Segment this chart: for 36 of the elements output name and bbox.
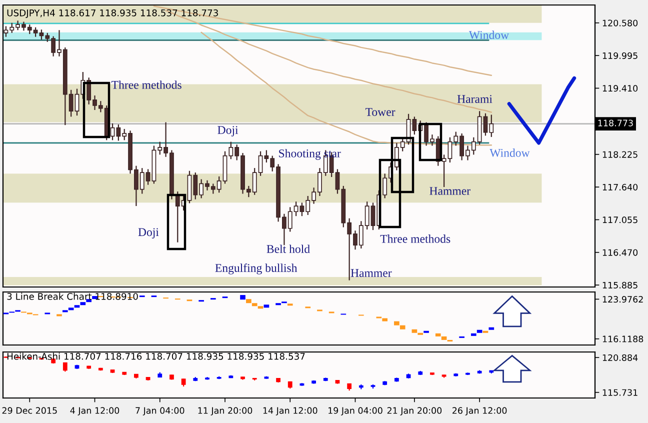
annotation: Doji bbox=[138, 228, 159, 238]
y-tick-label: 116.470 bbox=[602, 249, 638, 256]
chart-title: USDJPY,H4 118.617 118.935 118.537 118.773 bbox=[7, 9, 218, 18]
annotation: Three methods bbox=[380, 234, 450, 243]
x-tick-label: 14 Jan 12:00 bbox=[263, 407, 318, 416]
y-tick-label: 123.9762 bbox=[602, 296, 643, 303]
y-tick-label: 117.640 bbox=[602, 184, 638, 190]
annotation: Tower bbox=[366, 108, 396, 116]
chart-title: Heiken-Ashi 118.707 118.716 118.707 118.935 118.935 118.537 bbox=[7, 352, 305, 360]
annotation: Three methods bbox=[112, 80, 182, 89]
y-tick-label: 115.885 bbox=[602, 282, 638, 288]
annotation: Belt hold bbox=[266, 244, 310, 254]
y-tick-label: 117.055 bbox=[602, 216, 638, 224]
annotation: Hammer bbox=[430, 187, 470, 195]
y-tick-label: 119.410 bbox=[602, 85, 638, 92]
x-tick-label: 7 Jan 04:00 bbox=[136, 407, 184, 416]
chart-title: 3 Line Break Chart 118.8910 bbox=[7, 292, 138, 300]
y-tick-label: 119.995 bbox=[602, 52, 638, 59]
annotation: Hammer bbox=[350, 269, 392, 277]
y-tick-label: 120.580 bbox=[602, 20, 638, 26]
x-tick-label: 29 Dec 2015 bbox=[2, 407, 57, 414]
y-tick-label: 116.1188 bbox=[602, 336, 644, 342]
y-tick-label: 118.225 bbox=[602, 151, 638, 158]
annotation: Harami bbox=[457, 95, 492, 103]
x-tick-label: 21 Jan 20:00 bbox=[387, 407, 442, 416]
annotation: Engulfing bullish bbox=[215, 264, 298, 274]
x-tick-label: 19 Jan 04:00 bbox=[328, 407, 382, 416]
ref-line-label: 118.773 bbox=[598, 120, 633, 126]
x-tick-label: 26 Jan 12:00 bbox=[452, 407, 507, 416]
annotation: Doji bbox=[218, 126, 238, 136]
y-tick-label: 120.884 bbox=[602, 354, 638, 361]
x-tick-label: 4 Jan 12:00 bbox=[70, 407, 120, 416]
x-tick-label: 11 Jan 20:00 bbox=[198, 407, 252, 416]
y-tick-label: 115.731 bbox=[602, 389, 638, 396]
annotation: Window bbox=[468, 30, 510, 40]
annotation: Window bbox=[490, 148, 530, 157]
